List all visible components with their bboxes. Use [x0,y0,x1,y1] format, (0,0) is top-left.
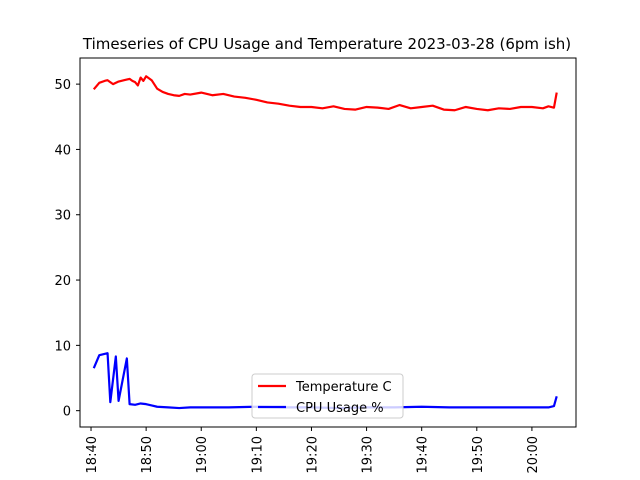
y-tick-label: 50 [54,78,71,93]
y-tick-label: 40 [54,143,71,158]
x-tick-label: 19:10 [250,436,265,473]
legend-label: Temperature C [295,380,392,395]
x-tick-label: 19:30 [361,436,376,473]
legend-box [251,373,404,419]
y-tick-label: 30 [54,209,71,224]
series-line-cpu-usage [92,352,558,410]
x-tick-label: 19:20 [305,436,320,473]
series-line-temperature [92,75,558,112]
x-tick-label: 18:50 [140,436,155,473]
plot-area [79,57,577,428]
x-tick-label: 20:00 [526,436,541,473]
legend: Temperature C CPU Usage % [251,373,404,419]
y-tick-label: 0 [63,405,71,420]
axes-frame [79,57,577,428]
x-tick-label: 19:40 [416,436,431,473]
x-tick-label: 19:50 [471,436,486,473]
chart-title: Timeseries of CPU Usage and Temperature … [82,35,571,53]
y-axis: 0 10 20 30 40 50 [54,78,80,420]
x-tick-label: 18:40 [85,436,100,473]
legend-label: CPU Usage % [296,401,384,416]
y-tick-label: 10 [54,339,71,354]
x-tick-label: 19:00 [195,436,210,473]
x-axis: 18:40 18:50 19:00 19:10 19:20 19:30 19:40 19:50… [85,427,541,473]
y-tick-label: 20 [54,274,71,289]
